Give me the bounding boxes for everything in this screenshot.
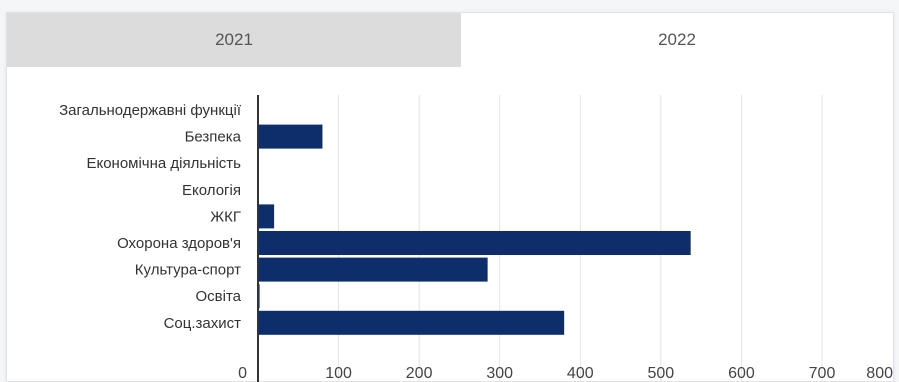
tab-2021[interactable]: 2021 <box>7 13 461 67</box>
x-tick-label: 100 <box>325 365 352 382</box>
x-tick-label: 400 <box>567 365 594 382</box>
year-tabs: 2021 2022 <box>7 13 893 67</box>
category-label: Культура-спорт <box>135 262 241 279</box>
category-label: Екологія <box>182 182 241 199</box>
x-tick-label: 700 <box>809 365 836 382</box>
x-tick-label: 300 <box>486 365 513 382</box>
category-label: Охорона здоров'я <box>117 235 241 252</box>
bar <box>258 257 488 282</box>
bar <box>258 124 323 149</box>
category-label: ЖКГ <box>210 208 241 225</box>
category-label: Безпека <box>185 129 242 146</box>
category-label: Економічна діяльність <box>86 155 241 172</box>
x-tick-label: 500 <box>648 365 675 382</box>
x-tick-label: 800 <box>866 365 893 382</box>
bar <box>258 204 275 229</box>
category-label: Освіта <box>195 288 241 305</box>
tab-2022[interactable]: 2022 <box>461 13 893 67</box>
bar <box>258 231 691 255</box>
bar <box>258 310 565 335</box>
category-label: Соц.захист <box>164 315 242 332</box>
x-tick-label: 200 <box>406 365 433 382</box>
x-tick-label: 0 <box>238 365 247 382</box>
category-label: Загальнодержавні функції <box>59 102 242 119</box>
x-tick-label: 600 <box>728 365 755 382</box>
